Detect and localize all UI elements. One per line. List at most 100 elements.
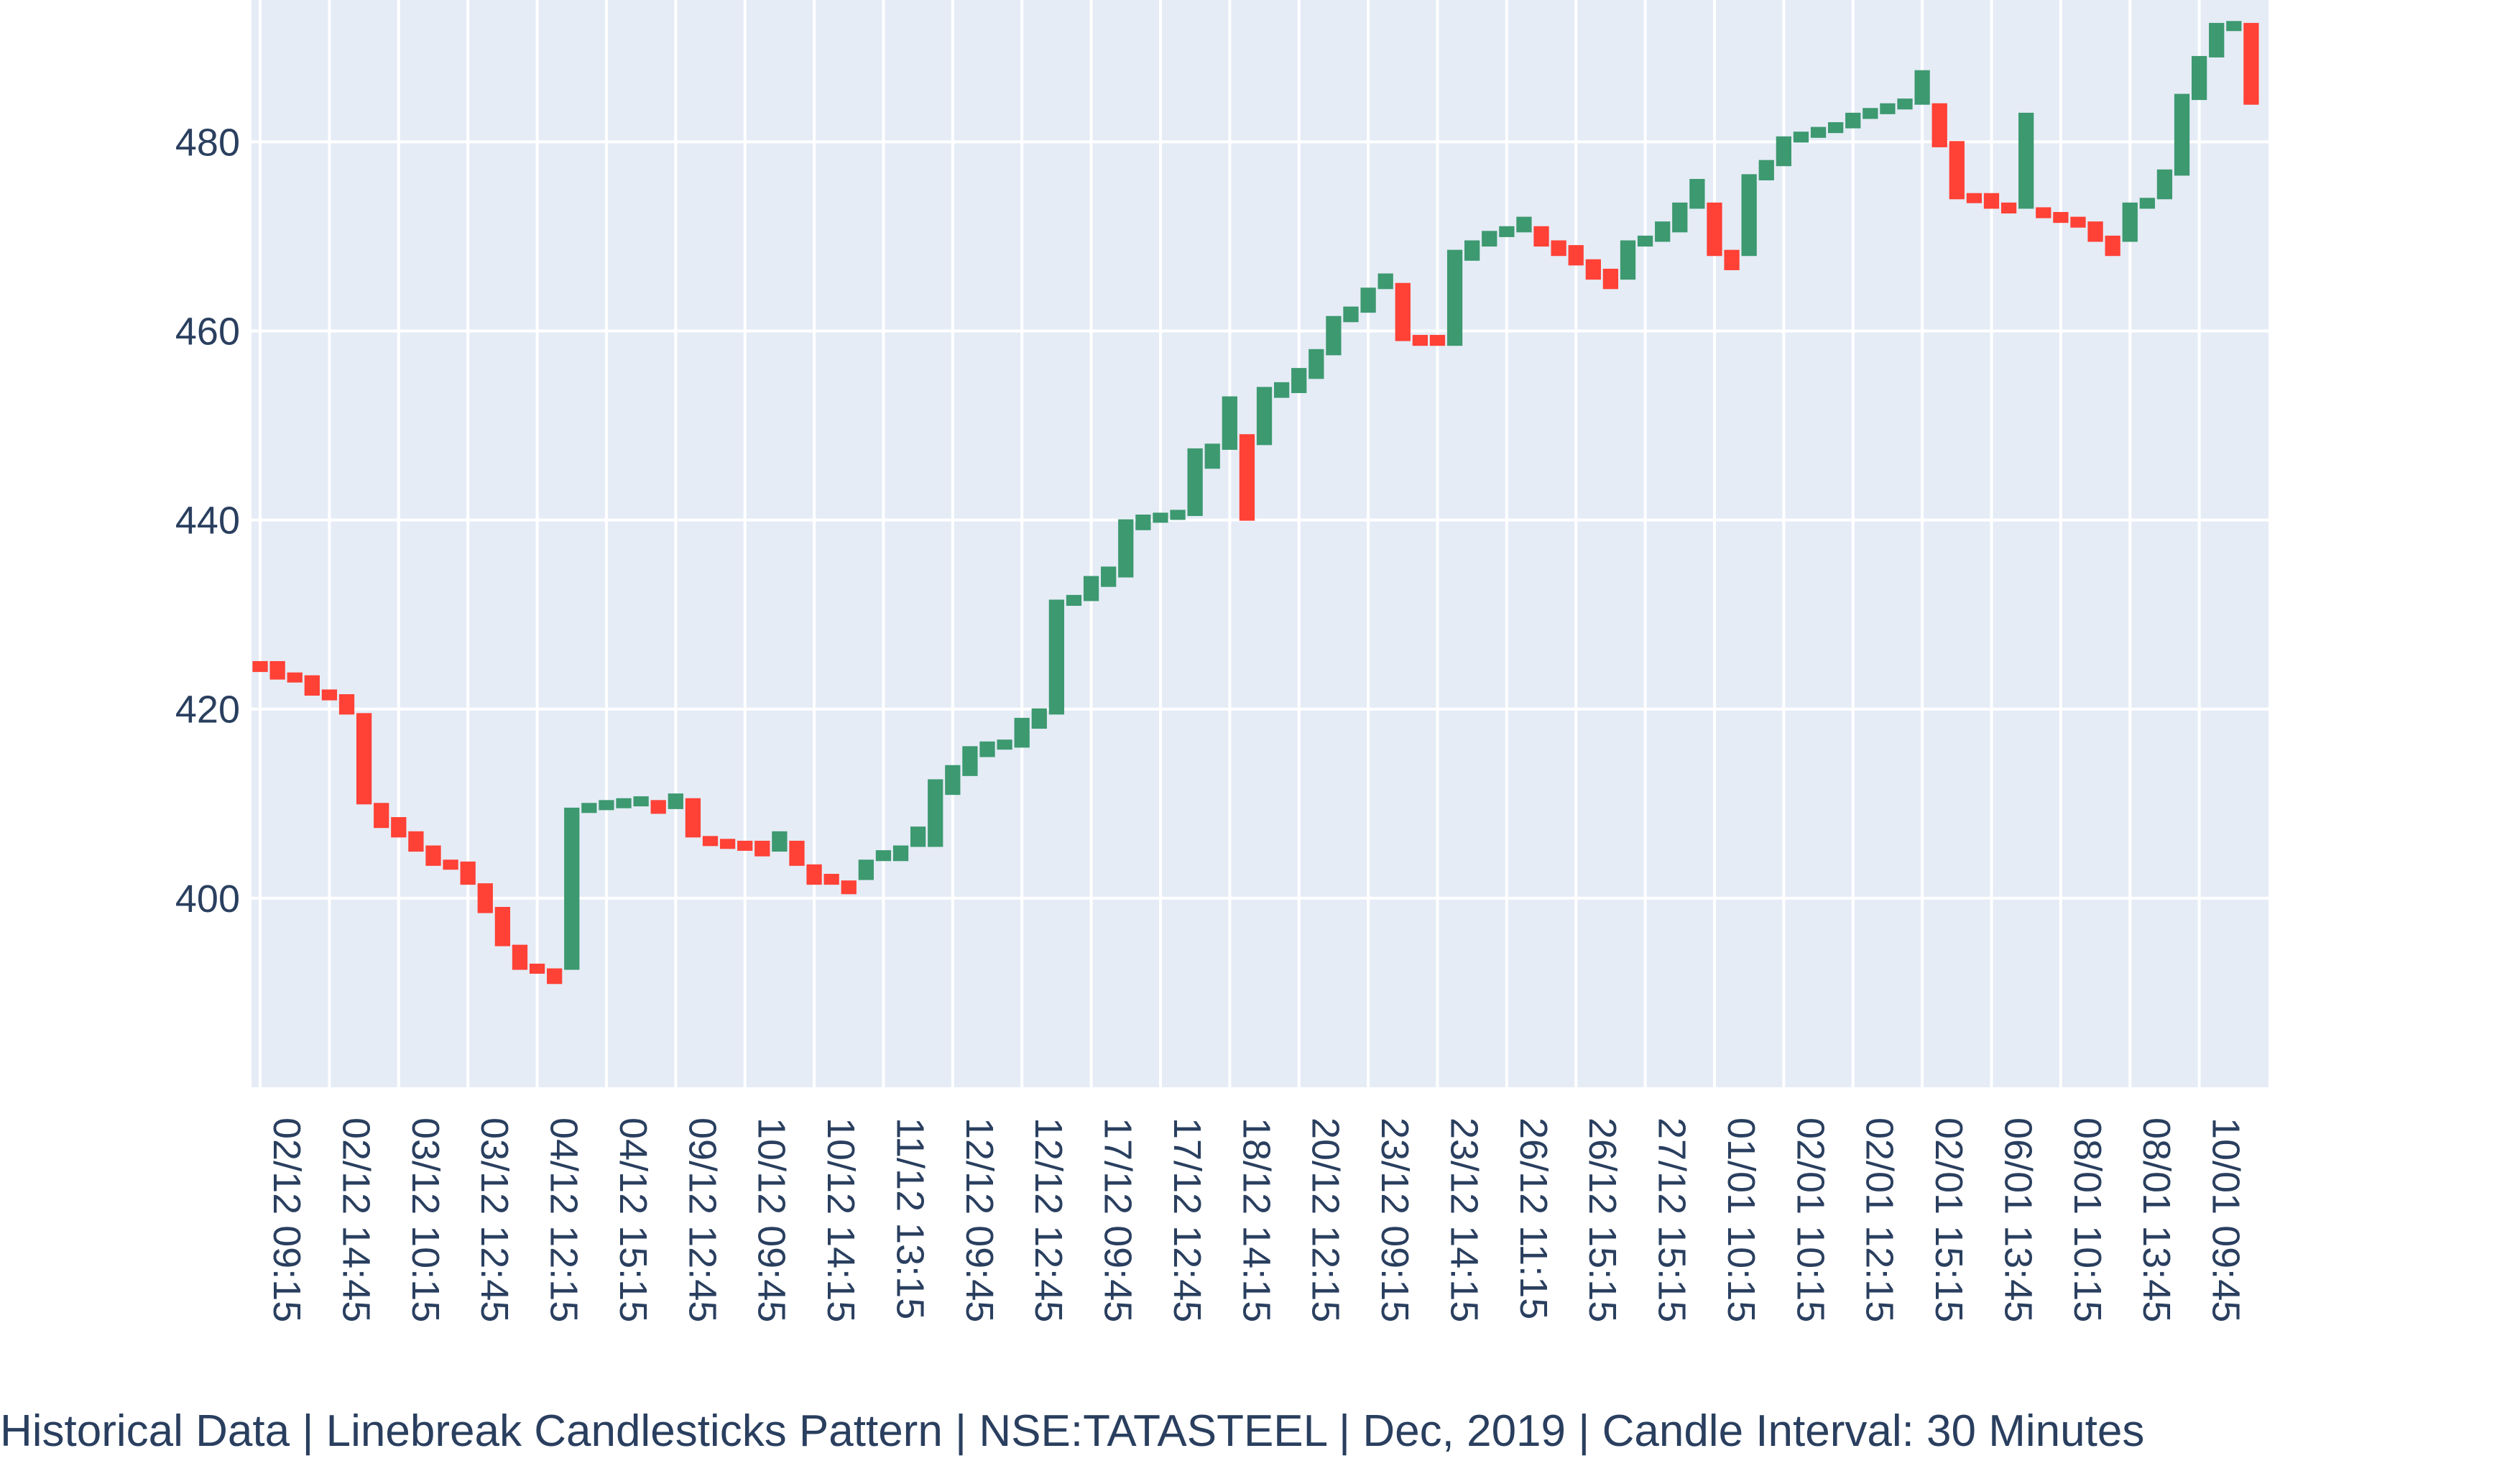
candle-down — [304, 675, 320, 696]
candle-down — [2000, 202, 2017, 214]
candle-down — [321, 689, 338, 701]
plot-background — [251, 0, 2269, 1087]
candle-up — [1689, 178, 1705, 209]
candle-up — [616, 798, 632, 808]
x-tick-label: 12/12 09:45 — [958, 1117, 1001, 1322]
candle-up — [892, 845, 909, 862]
candle-up — [633, 796, 649, 807]
x-tick-label: 10/01 09:45 — [2205, 1117, 2248, 1322]
candle-down — [1724, 249, 1740, 270]
candle-down — [789, 840, 805, 866]
x-tick-label: 17/12 09:45 — [1097, 1117, 1140, 1322]
x-tick-label: 10/12 14:15 — [819, 1117, 862, 1322]
y-tick-label: 480 — [175, 121, 240, 164]
candle-up — [1637, 235, 1653, 247]
candle-down — [1949, 141, 1965, 200]
candle-down — [1551, 240, 1566, 257]
candle-up — [962, 746, 978, 776]
x-tick-label: 04/12 12:15 — [543, 1117, 586, 1322]
candle-up — [1845, 112, 1861, 129]
x-tick-label: 23/12 09:15 — [1373, 1117, 1416, 1322]
candle-up — [1758, 160, 1774, 180]
candle-up — [1135, 515, 1151, 530]
x-tick-label: 02/12 14:45 — [334, 1117, 377, 1322]
candle-up — [2191, 55, 2207, 101]
candle-down — [269, 660, 285, 680]
candle-up — [1828, 122, 1844, 134]
candle-up — [1914, 70, 1930, 105]
candle-up — [1672, 202, 1688, 233]
candle-down — [494, 907, 511, 946]
candle-down — [1412, 335, 1429, 346]
x-tick-label: 12/12 12:45 — [1027, 1117, 1070, 1322]
candle-up — [1482, 231, 1497, 247]
candle-up — [1066, 594, 1082, 607]
candle-down — [1429, 335, 1446, 346]
candle-down — [737, 840, 753, 851]
candle-up — [2174, 93, 2190, 176]
x-tick-label: 23/12 14:15 — [1442, 1117, 1485, 1322]
candle-down — [2053, 212, 2069, 223]
candle-up — [1309, 349, 1324, 379]
x-tick-label: 04/12 15:15 — [611, 1117, 655, 1322]
candle-up — [599, 800, 614, 811]
plot-area — [251, 0, 2269, 1087]
candle-up — [1897, 98, 1913, 110]
candle-up — [2226, 21, 2242, 32]
x-tick-label: 11/12 13:15 — [888, 1117, 931, 1319]
candle-down — [356, 713, 372, 805]
x-tick-label: 08/01 13:45 — [2135, 1117, 2178, 1322]
candle-up — [945, 765, 961, 796]
x-tick-label: 09/12 12:45 — [680, 1117, 724, 1322]
y-tick-label: 440 — [175, 499, 240, 543]
candle-down — [1239, 434, 1255, 521]
candle-up — [1170, 510, 1186, 520]
candle-down — [374, 803, 389, 829]
x-tick-label: 17/12 12:45 — [1166, 1117, 1209, 1322]
candle-up — [1464, 240, 1480, 261]
candle-up — [1083, 576, 1099, 601]
x-tick-label: 08/01 10:15 — [2066, 1117, 2109, 1322]
candle-up — [979, 741, 995, 757]
grid-lines — [251, 0, 2269, 1087]
candle-up — [928, 779, 943, 847]
candle-up — [910, 826, 926, 847]
candle-down — [2070, 216, 2086, 228]
candle-up — [1118, 519, 1134, 578]
candle-up — [2122, 202, 2138, 242]
candle-up — [2209, 22, 2225, 57]
candle-down — [1395, 282, 1411, 341]
candle-up — [1291, 368, 1307, 393]
chart-caption: Historical Data | Linebreak Candlesticks… — [0, 1406, 2144, 1456]
candle-up — [858, 859, 874, 880]
x-axis-ticks: 02/12 09:15 02/12 14:45 03/12 10:15 03/12 1… — [265, 1117, 2248, 1322]
candle-up — [1655, 221, 1671, 242]
x-tick-label: 10/12 09:45 — [750, 1117, 793, 1322]
candle-down — [1983, 193, 2000, 209]
x-tick-label: 02/01 15:15 — [1927, 1117, 1970, 1322]
candle-up — [1204, 443, 1220, 469]
x-tick-label: 20/12 12:15 — [1304, 1117, 1347, 1322]
candle-up — [1446, 249, 1463, 346]
candle-up — [1153, 512, 1168, 523]
candle-up — [1222, 396, 1237, 450]
x-tick-label: 26/12 11:15 — [1512, 1117, 1555, 1319]
candle-up — [875, 850, 892, 862]
candle-up — [2139, 198, 2155, 209]
candle-down — [529, 963, 545, 974]
candle-up — [1187, 448, 1203, 517]
candle-up — [1273, 382, 1290, 398]
candle-down — [2243, 22, 2259, 105]
candle-up — [2156, 169, 2173, 200]
candle-up — [997, 739, 1012, 750]
x-tick-label: 02/01 10:15 — [1789, 1117, 1832, 1322]
x-tick-label: 18/12 14:15 — [1234, 1117, 1278, 1322]
candle-up — [668, 793, 683, 809]
candle-down — [287, 672, 303, 683]
candle-down — [2087, 221, 2103, 242]
candle-down — [1533, 226, 1549, 247]
candle-down — [547, 968, 563, 985]
candle-down — [2105, 235, 2120, 257]
